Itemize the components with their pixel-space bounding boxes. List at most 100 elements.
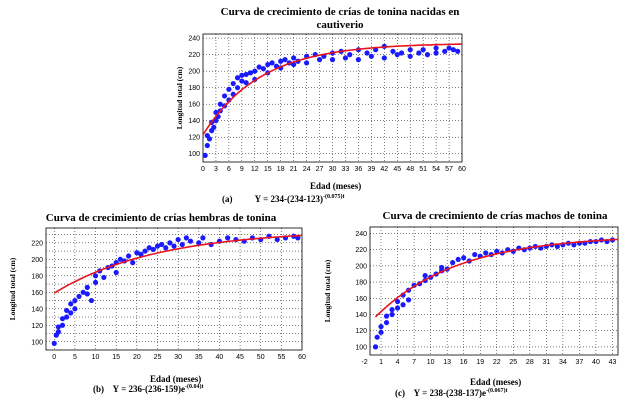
chart-b-point xyxy=(64,314,70,320)
chart-c-ytick-label: 240 xyxy=(355,231,367,238)
chart-a-ytick-label: 200 xyxy=(188,69,200,76)
chart-b-point xyxy=(125,253,132,259)
chart-a-xtick-label: 6 xyxy=(227,166,231,173)
chart-b-point xyxy=(142,248,148,254)
chart-a-xtick-label: 18 xyxy=(277,166,285,173)
chart-c-xtick-label: -2 xyxy=(361,359,367,366)
chart-a-xtick-label: 30 xyxy=(329,166,337,173)
chart-a-point xyxy=(407,53,413,59)
chart-a-xtick-label: 51 xyxy=(419,166,427,173)
chart-b-point xyxy=(175,236,181,243)
chart-a-xtick-label: 54 xyxy=(432,166,440,173)
chart-c-point xyxy=(571,242,577,248)
chart-b-xtick-label: 5 xyxy=(73,354,77,361)
chart-b-xtick-label: 40 xyxy=(216,354,224,361)
chart-a-point xyxy=(226,86,232,92)
chart-b-point xyxy=(76,293,82,300)
chart-c-frame xyxy=(369,226,619,356)
chart-a-point xyxy=(364,50,370,56)
chart-c-xtick-label: 43 xyxy=(609,359,617,366)
chart-a-point xyxy=(394,52,400,58)
chart-b-point xyxy=(179,241,185,248)
chart-a-point xyxy=(442,48,448,54)
chart-a-ytick-label: 240 xyxy=(188,36,200,43)
chart-b-point xyxy=(134,250,140,256)
chart-c-point xyxy=(378,329,384,335)
chart-b-ytick-label: 100 xyxy=(31,339,43,346)
chart-b-point xyxy=(225,235,231,241)
chart-a-point xyxy=(342,55,349,61)
chart-a-point xyxy=(269,60,275,66)
chart-a-point xyxy=(260,66,267,72)
chart-a-panel-label: (a) xyxy=(222,194,233,204)
chart-c-point xyxy=(378,324,384,330)
chart-a-fit-curve xyxy=(202,43,462,136)
chart-b-point xyxy=(187,238,194,244)
chart-a-point xyxy=(239,78,245,84)
chart-a-point xyxy=(252,68,258,74)
chart-a-point xyxy=(282,57,288,63)
chart-c-point xyxy=(450,260,456,266)
chart-c-point xyxy=(483,250,489,256)
chart-b-fit-curve xyxy=(53,234,303,294)
chart-c-xtick-label: 31 xyxy=(542,359,550,366)
chart-b-point xyxy=(117,256,123,262)
chart-b-point xyxy=(113,269,119,276)
chart-b-xtick-label: 25 xyxy=(154,354,162,361)
chart-c-xtick-label: 7 xyxy=(412,359,416,366)
chart-c-xtick-label: 16 xyxy=(460,359,468,366)
chart-c-point xyxy=(494,248,500,254)
chart-a-point xyxy=(202,152,208,158)
chart-c-point xyxy=(455,256,461,263)
chart-b-point xyxy=(154,243,161,249)
chart-a-point xyxy=(213,118,219,124)
chart-c-xtick-label: 4 xyxy=(396,359,400,366)
chart-a-point xyxy=(390,48,396,54)
chart-a-point xyxy=(204,142,210,149)
chart-a-point xyxy=(234,75,241,81)
chart-a-point xyxy=(407,47,413,53)
chart-c-point xyxy=(394,305,401,311)
chart-b-ytick-label: 120 xyxy=(31,323,43,330)
chart-c-xtick-label: 37 xyxy=(576,359,584,366)
chart-b-xtick-label: 35 xyxy=(195,354,203,361)
chart-a-ytick-label: 100 xyxy=(188,151,200,158)
chart-a-title: Curva de crecimiento de crías de tonina … xyxy=(220,6,460,32)
chart-c-ytick-label: 200 xyxy=(355,263,367,270)
chart-a-xtick-label: 60 xyxy=(458,166,466,173)
chart-a-title-line2: cautiverio xyxy=(316,19,364,31)
chart-a-point xyxy=(450,47,456,53)
chart-c-xtick-label: 40 xyxy=(592,359,600,366)
chart-c-title-line1: Curva de crecimiento de crías machos de … xyxy=(382,210,608,222)
chart-a-point xyxy=(368,53,374,59)
chart-b-ytick-label: 140 xyxy=(31,306,43,313)
chart-b-point xyxy=(150,246,156,253)
chart-b-xtick-label: 55 xyxy=(277,354,285,361)
chart-b-point xyxy=(80,289,86,295)
chart-b-point xyxy=(55,329,61,335)
chart-c-point xyxy=(472,251,478,258)
chart-c-plot: 100 120 140 160 180 200 220 240 -2 1 4 7 10 13 16 19 22 2… xyxy=(323,226,619,366)
chart-a-xtick-label: 21 xyxy=(290,166,298,173)
chart-b-caption: (b) Y = 236-(236-159)e-(0.04)t xyxy=(93,384,203,394)
chart-a-xtick-label: 42 xyxy=(380,166,388,173)
chart-a-point xyxy=(291,55,297,61)
chart-a-xtick-label: 27 xyxy=(316,166,324,173)
chart-a-point xyxy=(446,45,452,51)
chart-a-ytick-label: 160 xyxy=(188,102,200,109)
chart-c-ylabel: Longitud total (cm) xyxy=(323,259,332,322)
chart-b-point xyxy=(295,235,301,241)
chart-a-point xyxy=(243,80,249,86)
chart-c-title: Curva de crecimiento de crías machos de … xyxy=(378,210,612,223)
chart-a-point xyxy=(347,52,353,58)
chart-b-xtick-label: 15 xyxy=(112,354,120,361)
chart-c-caption: (c) Y = 238-(238-137)e-(0.067)t xyxy=(395,388,507,398)
chart-b-point xyxy=(183,235,189,241)
chart-a-equation: Y = 234-(234-123) xyxy=(254,194,323,204)
chart-a-caption: (a) Y = 234-(234-123)-(0.075)t xyxy=(222,194,344,204)
chart-b-xtick-label: 10 xyxy=(92,354,100,361)
chart-b-point xyxy=(101,274,107,281)
chart-b-point xyxy=(64,307,70,314)
chart-c-point xyxy=(461,255,467,261)
